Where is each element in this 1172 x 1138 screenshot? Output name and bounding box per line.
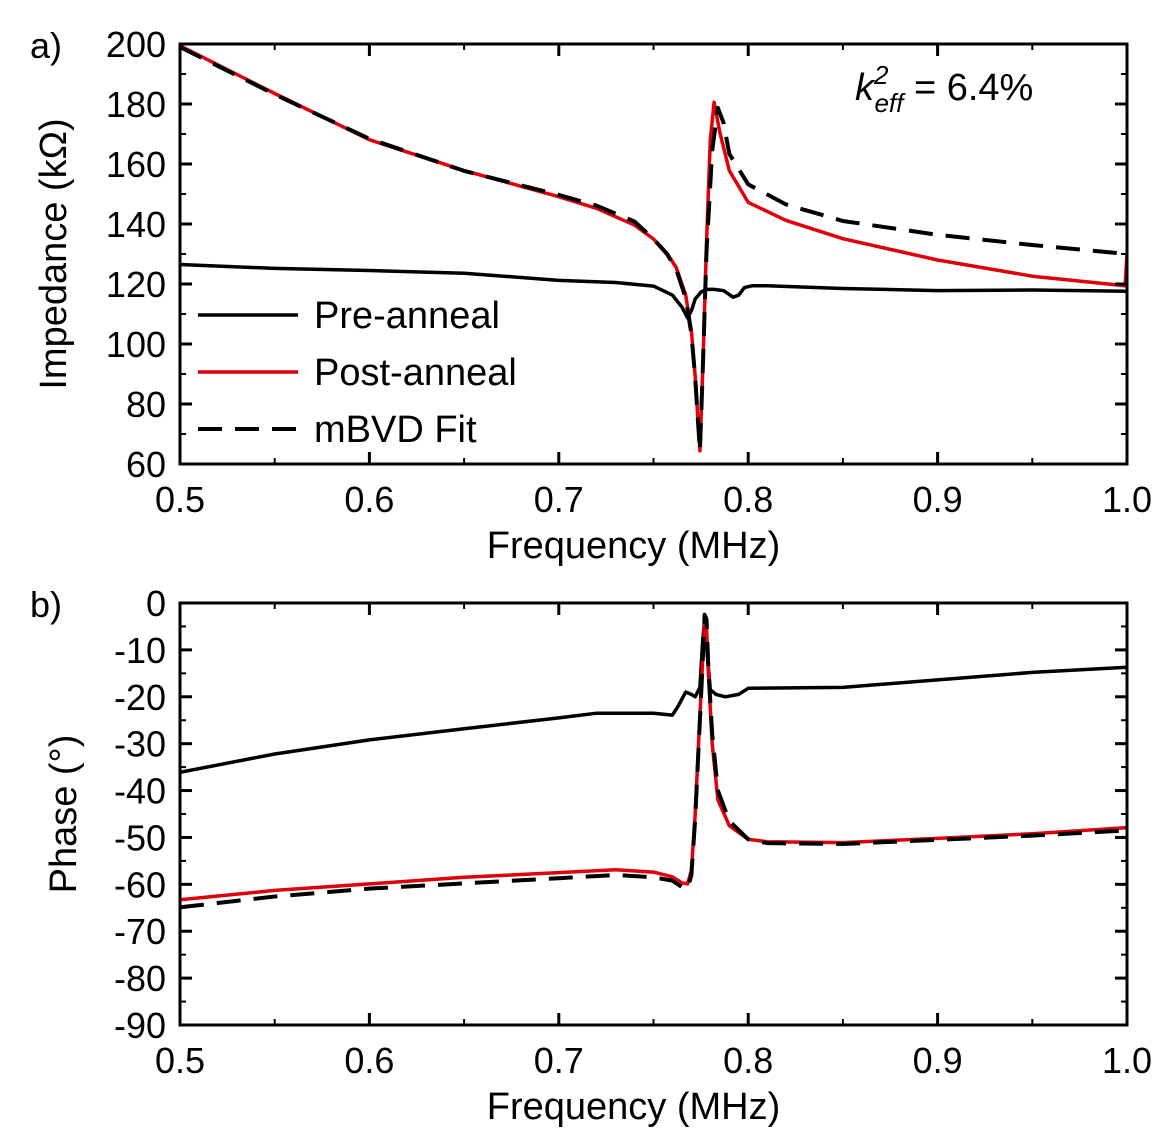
legend: Pre-anneal Post-anneal mBVD Fit	[198, 295, 517, 451]
k2eff-annotation: k2 eff = 6.4%	[855, 60, 1033, 118]
x-axis-label: Frequency (MHz)	[487, 1086, 781, 1128]
x-tick-label: 0.8	[723, 1040, 773, 1081]
y-tick-label: 180	[106, 84, 166, 125]
x-tick-label: 0.5	[155, 479, 205, 520]
legend-label: mBVD Fit	[314, 409, 477, 451]
y-tick-label: -20	[114, 677, 166, 718]
k2eff-sub: eff	[874, 88, 906, 118]
y-tick-label: 80	[126, 384, 166, 425]
x-tick-label: 0.6	[344, 1040, 394, 1081]
phase-panel: 0.5 0.6 0.7 0.8 0.9 1.0 -90 -80 -70 -60 -50 -40 -30 -…	[30, 583, 1152, 1128]
x-tick-label: 0.9	[913, 1040, 963, 1081]
x-tick-label: 1.0	[1102, 1040, 1152, 1081]
series-line-pre-anneal	[180, 262, 1127, 320]
x-axis-label: Frequency (MHz)	[487, 525, 781, 567]
y-tick-label: -30	[114, 724, 166, 765]
x-tick-label: 1.0	[1102, 479, 1152, 520]
y-tick-label: -70	[114, 911, 166, 952]
y-tick-label: -40	[114, 771, 166, 812]
y-tick-label: -50	[114, 817, 166, 858]
x-tick-label: 0.5	[155, 1040, 205, 1081]
series-line-pre-anneal	[180, 617, 1127, 775]
y-tick-label: 120	[106, 264, 166, 305]
y-tick-label: 100	[106, 324, 166, 365]
series-line-mbvd-fit	[180, 45, 1127, 453]
y-tick-label: 200	[106, 24, 166, 65]
series-line-post-anneal	[180, 44, 1127, 453]
plot-frame	[178, 601, 1129, 1027]
y-tick-label: -60	[114, 864, 166, 905]
series-line-post-anneal	[180, 617, 1127, 902]
impedance-panel: 0.5 0.6 0.7 0.8 0.9 1.0 60 80 100 120 140 160 180 200…	[30, 24, 1152, 567]
k2eff-rest: = 6.4%	[903, 67, 1033, 109]
x-tick-label: 0.8	[723, 479, 773, 520]
series-line-mbvd-fit	[180, 612, 1127, 910]
x-tick-label: 0.7	[534, 479, 584, 520]
y-axis-label: Impedance (kΩ)	[33, 118, 75, 389]
x-tick-label: 0.7	[534, 1040, 584, 1081]
y-tick-label: 0	[146, 583, 166, 624]
x-tick-label: 0.6	[344, 479, 394, 520]
k2eff-sup: 2	[873, 60, 889, 90]
y-tick-label: -80	[114, 958, 166, 999]
y-tick-label: 160	[106, 144, 166, 185]
legend-label: Pre-anneal	[314, 295, 500, 337]
x-tick-label: 0.9	[913, 479, 963, 520]
k2eff-base: k	[855, 67, 876, 109]
panel-label: b)	[30, 584, 62, 625]
panel-label: a)	[30, 25, 62, 66]
legend-label: Post-anneal	[314, 352, 517, 394]
y-tick-label: -90	[114, 1005, 166, 1046]
y-tick-label: -10	[114, 630, 166, 671]
y-tick-label: 140	[106, 204, 166, 245]
y-axis-label: Phase (°)	[43, 735, 85, 894]
y-tick-label: 60	[126, 444, 166, 485]
